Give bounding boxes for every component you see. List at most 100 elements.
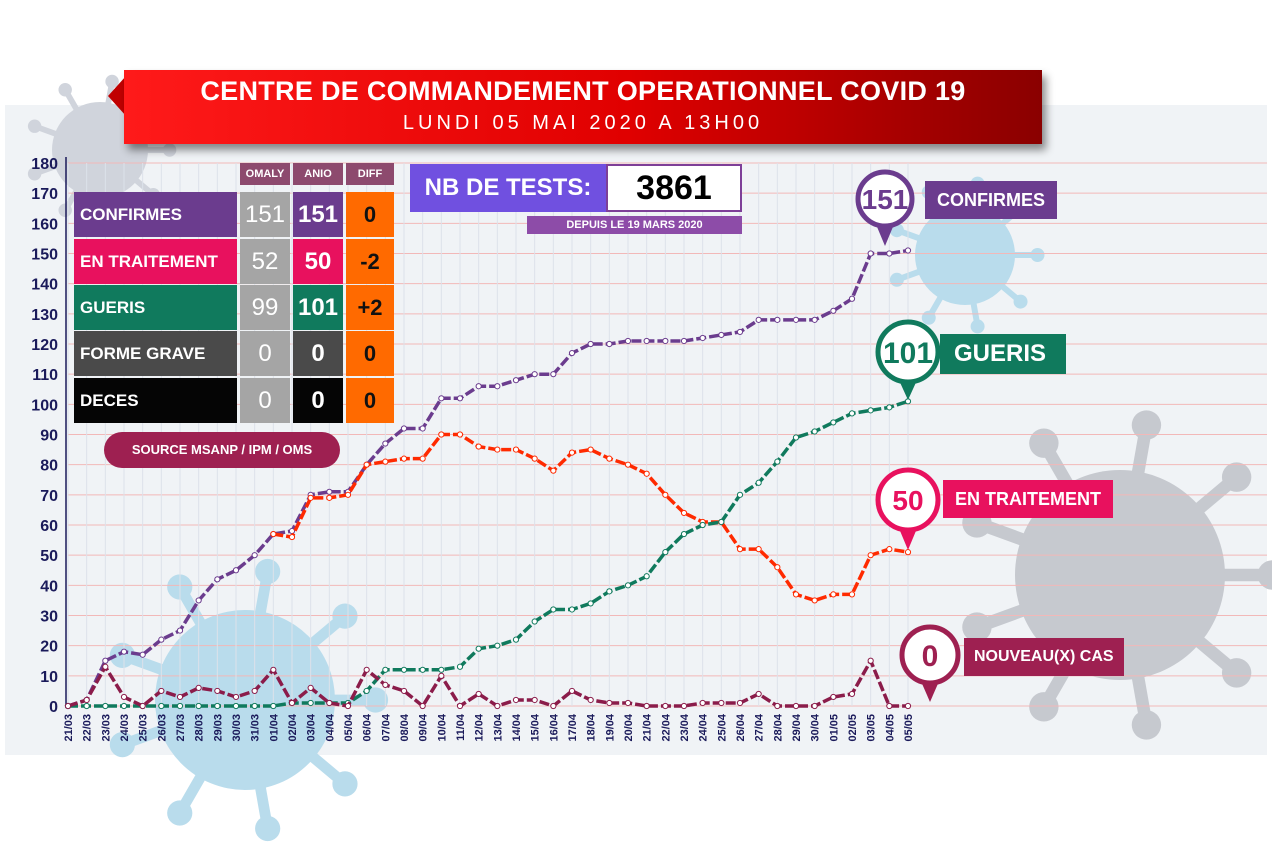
virus-spike-tip (1029, 428, 1059, 458)
data-point-nouveaux (64, 702, 72, 710)
x-tick-label: 28/04 (772, 713, 784, 741)
x-tick-label: 27/03 (175, 714, 187, 742)
data-point-traitement (848, 591, 856, 598)
data-point-gueris (494, 642, 501, 649)
data-point-confirmes (792, 316, 800, 323)
data-point-nouveaux (494, 702, 501, 710)
data-point-traitement (568, 449, 576, 456)
virus-spike-tip (1221, 658, 1252, 688)
x-tick-label: 01/04 (268, 713, 280, 741)
virus-spike-tip (58, 203, 72, 217)
data-point-nouveaux (792, 702, 800, 710)
value-anio-traitement: 50 (293, 239, 343, 284)
data-point-confirmes (475, 383, 482, 390)
data-point-traitement (867, 552, 874, 559)
data-point-nouveaux (400, 687, 408, 695)
y-tick-label: 70 (40, 488, 58, 505)
series-line-confirmes (67, 248, 909, 708)
data-point-nouveaux (680, 702, 688, 710)
data-point-confirmes (232, 567, 240, 574)
x-tick-label: 04/05 (884, 714, 896, 742)
x-tick-label: 24/04 (698, 713, 710, 741)
data-point-confirmes (587, 340, 594, 348)
data-point-confirmes (456, 395, 464, 402)
series-line-gueris (68, 399, 909, 708)
data-point-traitement (606, 455, 613, 462)
x-tick-label: 16/04 (548, 713, 560, 741)
x-tick-label: 28/03 (194, 714, 206, 742)
data-point-nouveaux (699, 699, 706, 707)
data-point-nouveaux (774, 702, 781, 710)
data-point-nouveaux (232, 693, 240, 701)
callout-value-confirmes: 151 (862, 184, 909, 215)
data-point-gueris (718, 518, 725, 526)
x-tick-label: 05/04 (343, 713, 355, 741)
row-label-traitement: EN TRAITEMENT (74, 239, 237, 284)
x-tick-label: 05/05 (903, 714, 915, 742)
data-point-confirmes (848, 295, 856, 302)
data-point-nouveaux (643, 702, 650, 710)
data-point-confirmes (326, 488, 333, 495)
virus-spike-tip (1131, 410, 1162, 440)
virus-body (155, 610, 335, 790)
flag-traitement: EN TRAITEMENT (943, 480, 1113, 518)
data-point-traitement (494, 446, 501, 453)
data-point-traitement (512, 446, 520, 453)
data-point-confirmes (643, 337, 650, 345)
y-tick-label: 110 (32, 367, 58, 384)
x-tick-label: 26/04 (735, 713, 747, 741)
data-point-traitement (792, 591, 800, 598)
x-tick-label: 25/04 (716, 713, 728, 741)
col-header-omaly: OMALY (240, 163, 290, 185)
data-point-traitement (624, 461, 632, 468)
data-point-gueris (400, 666, 408, 673)
data-point-confirmes (400, 425, 408, 432)
data-point-confirmes (494, 383, 501, 390)
y-tick-label: 40 (40, 578, 58, 595)
data-point-gueris (699, 521, 706, 529)
data-point-confirmes (158, 636, 165, 643)
value-omaly-deces: 0 (240, 378, 290, 423)
data-point-confirmes (755, 316, 762, 323)
y-tick-label: 170 (31, 186, 58, 203)
data-point-nouveaux (83, 696, 90, 704)
data-point-gueris (475, 645, 482, 652)
data-point-nouveaux (344, 702, 352, 710)
data-point-confirmes (102, 657, 109, 664)
data-point-traitement (326, 494, 333, 501)
x-tick-label: 19/04 (604, 713, 616, 741)
value-omaly-gueris: 99 (240, 285, 290, 330)
data-point-nouveaux (531, 696, 538, 704)
virus-spike-tip (109, 642, 135, 668)
x-tick-label: 25/03 (138, 714, 150, 742)
data-point-nouveaux (288, 699, 296, 707)
data-point-gueris (568, 606, 576, 613)
data-point-gueris (736, 491, 744, 498)
value-diff-gueris: +2 (346, 285, 394, 330)
data-point-gueris (214, 702, 221, 710)
y-tick-label: 150 (31, 247, 58, 264)
data-point-confirmes (550, 371, 557, 378)
data-point-gueris (624, 582, 632, 589)
data-point-confirmes (214, 576, 221, 583)
data-point-gueris (419, 666, 426, 673)
data-point-traitement (830, 591, 837, 598)
y-tick-label: 10 (40, 669, 58, 686)
data-point-confirmes (867, 250, 874, 257)
callout-value-traitement: 50 (892, 485, 923, 516)
data-point-gueris (606, 588, 613, 595)
data-point-confirmes (288, 527, 296, 535)
data-point-gueris (830, 419, 837, 426)
data-point-gueris (755, 479, 762, 486)
data-point-traitement (886, 546, 893, 553)
x-tick-label: 03/05 (866, 714, 878, 742)
data-point-gueris (232, 702, 240, 710)
value-anio-confirmes: 151 (293, 192, 343, 237)
page-date: LUNDI 05 MAI 2020 A 13H00 (402, 112, 764, 134)
data-point-traitement (270, 530, 277, 538)
flag-gueris: GUERIS (940, 334, 1067, 374)
x-tick-label: 31/03 (250, 714, 262, 742)
data-point-gueris (512, 636, 520, 643)
data-point-traitement (419, 455, 426, 462)
x-tick-label: 04/04 (324, 713, 336, 741)
